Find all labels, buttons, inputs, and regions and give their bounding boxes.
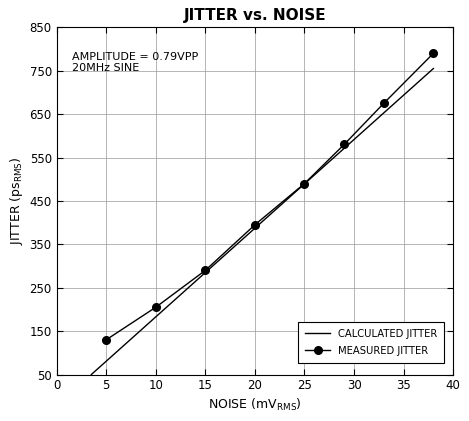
MEASURED JITTER	[431, 51, 436, 56]
Line: MEASURED JITTER: MEASURED JITTER	[102, 50, 437, 344]
MEASURED JITTER	[252, 222, 258, 227]
Title: JITTER vs. NOISE: JITTER vs. NOISE	[183, 8, 326, 23]
X-axis label: NOISE (mV$_{\mathregular{RMS}}$): NOISE (mV$_{\mathregular{RMS}}$)	[208, 397, 302, 413]
MEASURED JITTER	[302, 181, 307, 186]
Text: AMPLITUDE = 0.79VPP
20MHz SINE: AMPLITUDE = 0.79VPP 20MHz SINE	[73, 52, 199, 73]
MEASURED JITTER	[153, 305, 159, 310]
MEASURED JITTER	[381, 101, 386, 106]
MEASURED JITTER	[341, 142, 347, 147]
Y-axis label: JITTER (ps$_{\mathregular{RMS}}$): JITTER (ps$_{\mathregular{RMS}}$)	[8, 157, 25, 245]
MEASURED JITTER	[203, 268, 208, 273]
MEASURED JITTER	[103, 337, 109, 342]
Legend: CALCULATED JITTER, MEASURED JITTER: CALCULATED JITTER, MEASURED JITTER	[298, 322, 444, 362]
